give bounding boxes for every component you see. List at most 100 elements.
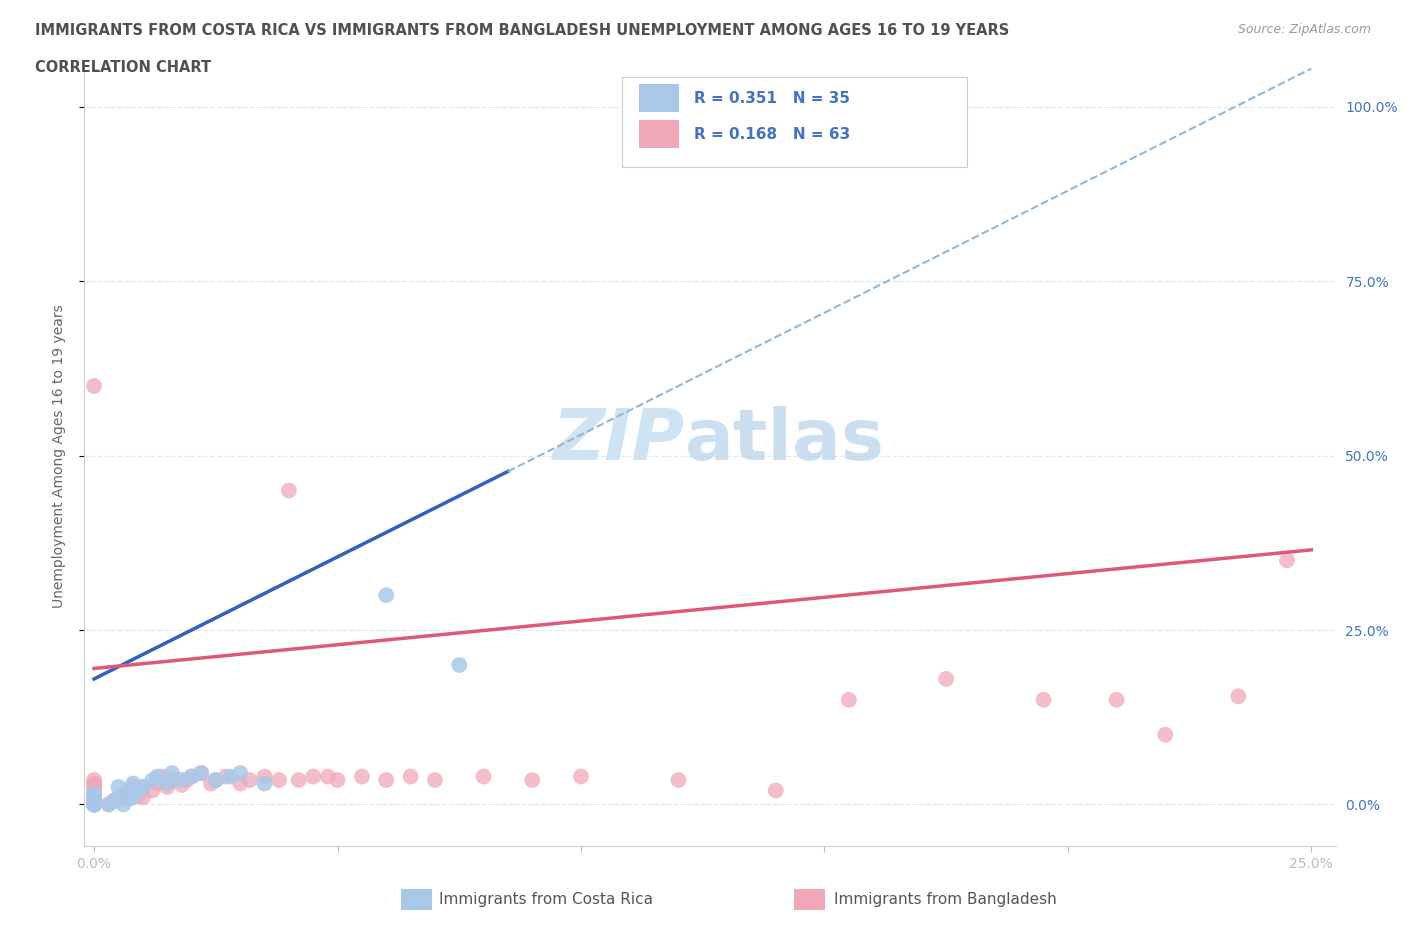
Point: [219, 769, 242, 784]
Point: [117, 783, 139, 798]
Point: [302, 769, 325, 784]
Point: [83, 779, 105, 794]
Point: [150, 769, 173, 784]
Point: [122, 790, 145, 805]
Text: R = 0.351   N = 35: R = 0.351 N = 35: [693, 90, 849, 106]
Point: [326, 773, 349, 788]
Point: [117, 791, 139, 806]
Point: [1105, 692, 1128, 708]
Point: [97, 797, 120, 812]
Point: [83, 789, 105, 804]
Text: Immigrants from Costa Rica: Immigrants from Costa Rica: [439, 892, 652, 907]
Text: Immigrants from Bangladesh: Immigrants from Bangladesh: [834, 892, 1056, 907]
Point: [1154, 727, 1177, 742]
Point: [176, 773, 198, 788]
Point: [156, 779, 179, 794]
Point: [117, 783, 139, 798]
Point: [253, 769, 276, 784]
Point: [1275, 553, 1298, 568]
Point: [83, 797, 105, 812]
Text: CORRELATION CHART: CORRELATION CHART: [35, 60, 211, 75]
Point: [132, 790, 155, 805]
Point: [350, 769, 373, 784]
Point: [838, 692, 860, 708]
Point: [141, 773, 163, 788]
Point: [83, 379, 105, 393]
Point: [132, 779, 155, 794]
Point: [83, 797, 105, 812]
Point: [83, 791, 105, 806]
Text: IMMIGRANTS FROM COSTA RICA VS IMMIGRANTS FROM BANGLADESH UNEMPLOYMENT AMONG AGES: IMMIGRANTS FROM COSTA RICA VS IMMIGRANTS…: [35, 23, 1010, 38]
Point: [83, 790, 105, 805]
Point: [122, 776, 145, 790]
Point: [170, 773, 193, 788]
Point: [141, 783, 163, 798]
Point: [83, 787, 105, 802]
Point: [83, 790, 105, 805]
Point: [375, 773, 398, 788]
Point: [375, 588, 398, 603]
Point: [107, 791, 129, 806]
Point: [239, 773, 262, 788]
Point: [83, 783, 105, 798]
Point: [146, 769, 169, 784]
FancyBboxPatch shape: [638, 85, 679, 112]
Point: [107, 790, 129, 805]
Point: [107, 779, 129, 794]
Point: [180, 769, 202, 784]
Point: [229, 765, 252, 780]
Point: [472, 769, 495, 784]
Point: [229, 776, 252, 790]
Point: [277, 484, 299, 498]
Point: [205, 773, 228, 788]
Text: ZIP: ZIP: [553, 405, 685, 474]
Point: [83, 797, 105, 812]
Point: [103, 793, 125, 808]
Point: [156, 776, 179, 790]
Point: [423, 773, 446, 788]
Point: [83, 795, 105, 810]
Point: [83, 788, 105, 803]
Point: [522, 773, 544, 788]
Point: [146, 776, 169, 790]
Point: [127, 783, 149, 798]
Point: [83, 797, 105, 812]
Point: [765, 783, 787, 798]
Point: [83, 797, 105, 812]
Point: [103, 793, 125, 808]
Point: [132, 779, 155, 794]
Point: [316, 769, 339, 784]
Point: [253, 776, 276, 790]
Point: [399, 769, 422, 784]
Point: [190, 765, 212, 780]
Point: [935, 671, 957, 686]
Point: [160, 765, 183, 780]
Point: [107, 791, 129, 806]
Point: [83, 793, 105, 808]
Point: [83, 793, 105, 808]
Point: [83, 791, 105, 806]
Point: [269, 773, 291, 788]
Point: [83, 797, 105, 812]
Point: [112, 797, 135, 812]
Point: [1227, 689, 1250, 704]
Text: R = 0.168   N = 63: R = 0.168 N = 63: [693, 126, 851, 141]
FancyBboxPatch shape: [638, 121, 679, 148]
Point: [83, 777, 105, 792]
Y-axis label: Unemployment Among Ages 16 to 19 years: Unemployment Among Ages 16 to 19 years: [52, 304, 66, 607]
Point: [83, 787, 105, 802]
Point: [83, 797, 105, 812]
Point: [83, 773, 105, 788]
Point: [666, 773, 689, 788]
Point: [170, 777, 193, 792]
Point: [180, 769, 202, 784]
Point: [83, 776, 105, 790]
Point: [200, 776, 222, 790]
Point: [112, 787, 135, 802]
FancyBboxPatch shape: [623, 77, 966, 166]
Text: Source: ZipAtlas.com: Source: ZipAtlas.com: [1237, 23, 1371, 36]
Point: [83, 797, 105, 812]
Point: [214, 769, 236, 784]
Point: [160, 773, 183, 788]
Text: atlas: atlas: [685, 405, 884, 474]
